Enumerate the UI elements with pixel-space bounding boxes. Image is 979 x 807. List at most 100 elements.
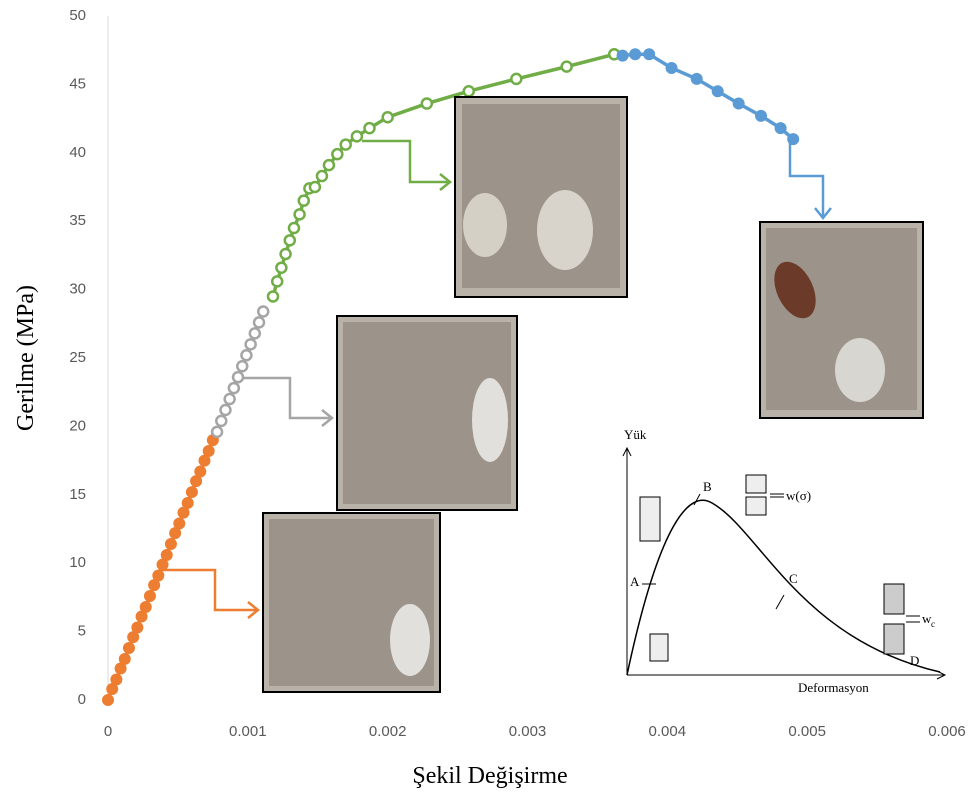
data-point [186, 487, 197, 498]
data-point [250, 328, 260, 338]
series-line [623, 54, 794, 139]
photo-stone [472, 378, 508, 462]
callout-arrow [362, 141, 450, 182]
data-point [562, 62, 572, 72]
data-point [644, 49, 655, 60]
data-point [324, 160, 334, 170]
inset-w-c-sub: c [931, 619, 935, 629]
data-point [225, 394, 235, 404]
data-point [229, 383, 239, 393]
x-tick-label: 0.001 [229, 723, 267, 740]
data-point [281, 249, 291, 259]
data-point [233, 372, 243, 382]
data-point [276, 263, 286, 273]
y-tick-label: 15 [69, 486, 86, 503]
data-point [182, 498, 193, 509]
y-tick-label: 45 [69, 75, 86, 92]
data-point [144, 591, 155, 602]
data-point [153, 570, 164, 581]
data-point [383, 112, 393, 122]
data-point [268, 291, 278, 301]
photo-stone [463, 193, 507, 257]
x-tick-label: 0.006 [928, 723, 966, 740]
data-point [775, 123, 786, 134]
x-tick-label: 0.004 [649, 723, 687, 740]
chart: Yük Deformasyon A B C D w(σ) w c Şekil D… [0, 0, 979, 807]
y-tick-label: 50 [69, 7, 86, 24]
inset-y-label: Yük [624, 427, 647, 442]
y-tick-label: 20 [69, 417, 86, 434]
photo-stone [835, 338, 885, 402]
data-point [272, 276, 282, 286]
inset-point: A [630, 574, 640, 589]
data-point [310, 182, 320, 192]
data-point [216, 416, 226, 426]
data-point [241, 350, 251, 360]
data-point [195, 466, 206, 477]
data-point [203, 446, 214, 457]
data-point [364, 123, 374, 133]
y-tick-label: 5 [78, 623, 86, 640]
data-point [103, 695, 114, 706]
y-tick-label: 0 [78, 691, 86, 708]
x-tick-label: 0.002 [369, 723, 407, 740]
data-point [352, 131, 362, 141]
data-point [174, 518, 185, 529]
y-axis-title: Gerilme (MPa) [13, 285, 39, 431]
photo-stone [537, 190, 593, 270]
data-point [295, 209, 305, 219]
inset-diagram [623, 448, 945, 679]
data-point [289, 223, 299, 233]
photo-stone [390, 604, 430, 676]
x-tick-label: 0.005 [788, 723, 826, 740]
data-point [712, 86, 723, 97]
data-point [119, 653, 130, 664]
data-point [299, 196, 309, 206]
data-point [140, 601, 151, 612]
inset-mark [776, 595, 784, 609]
y-tick-label: 35 [69, 212, 86, 229]
callout-arrow [243, 378, 332, 418]
data-point [666, 62, 677, 73]
data-point [617, 50, 628, 61]
inset-point: C [789, 571, 798, 586]
y-tick-label: 30 [69, 281, 86, 298]
inset-specimen [746, 475, 766, 493]
data-point [132, 622, 143, 633]
y-tick-label: 10 [69, 554, 86, 571]
x-tick-label: 0.003 [509, 723, 547, 740]
data-point [165, 539, 176, 550]
data-point [464, 86, 474, 96]
callout-arrow [790, 140, 823, 218]
data-point [756, 110, 767, 121]
x-axis-title: Şekil Değişirme [412, 763, 567, 789]
inset-point: B [703, 479, 712, 494]
data-point [285, 235, 295, 245]
y-tick-label: 25 [69, 349, 86, 366]
data-point [733, 98, 744, 109]
data-point [212, 427, 222, 437]
inset-specimen [640, 497, 660, 541]
data-point [691, 73, 702, 84]
data-point [111, 674, 122, 685]
inset-specimen [884, 624, 904, 654]
data-point [258, 306, 268, 316]
data-point [422, 99, 432, 109]
inset-mark [694, 494, 700, 505]
data-point [246, 339, 256, 349]
data-point [220, 405, 230, 415]
x-tick-label: 0 [104, 723, 112, 740]
data-point [254, 317, 264, 327]
inset-specimen [884, 584, 904, 614]
data-point [630, 49, 641, 60]
data-point [237, 361, 247, 371]
inset-w-sigma: w(σ) [786, 488, 811, 503]
inset-specimen [746, 497, 766, 515]
data-point [341, 140, 351, 150]
inset-specimen [650, 634, 668, 661]
y-tick-label: 40 [69, 144, 86, 161]
data-point [317, 171, 327, 181]
data-point [123, 643, 134, 654]
inset-x-label: Deformasyon [798, 680, 869, 695]
data-point [332, 149, 342, 159]
